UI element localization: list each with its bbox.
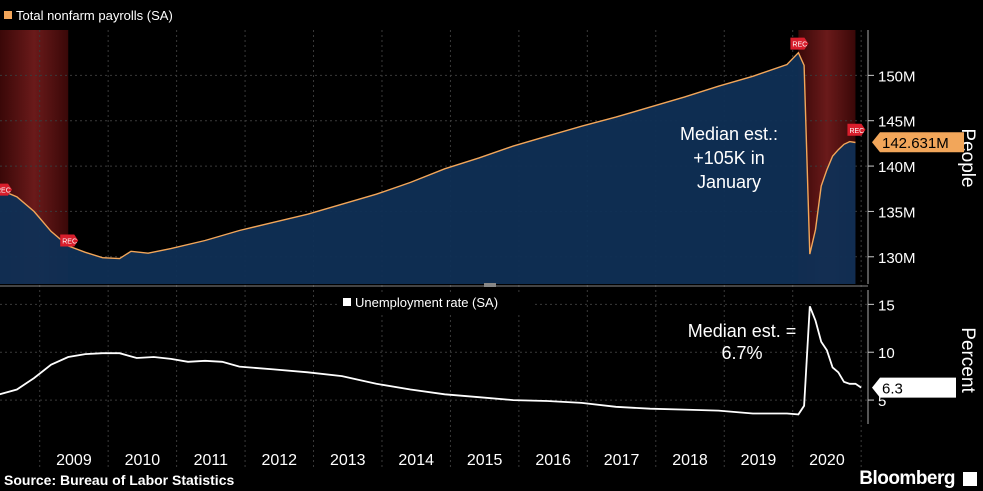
- x-tick-label: 2015: [467, 452, 503, 469]
- x-tick-label: 2010: [125, 452, 161, 469]
- bar-chart-icon: [963, 472, 977, 486]
- bloomberg-logo: Bloomberg: [859, 468, 955, 489]
- y-tick-label: 5: [878, 393, 886, 410]
- x-tick-label: 2018: [672, 452, 708, 469]
- x-tick-label: 2020: [809, 452, 845, 469]
- legend-swatch: [343, 298, 351, 306]
- last-value-badge: [872, 377, 956, 398]
- y-tick-label: 150M: [878, 68, 916, 85]
- legend-label: Total nonfarm payrolls (SA): [16, 8, 173, 23]
- recession-marker-label: REC: [62, 238, 77, 245]
- x-tick-label: 2013: [330, 452, 366, 469]
- legend-swatch: [4, 11, 12, 19]
- last-value-label: 142.631M: [882, 135, 949, 152]
- recession-marker: [60, 234, 79, 247]
- recession-marker-label: REC: [0, 188, 11, 195]
- unemployment-line: [0, 305, 862, 416]
- legend-box: [338, 293, 534, 313]
- x-tick-label: 2019: [741, 452, 777, 469]
- recession-marker: [847, 123, 866, 136]
- y-tick-label: 130M: [878, 250, 916, 267]
- legend-box: [0, 5, 190, 25]
- last-value-badge: [872, 132, 964, 153]
- annotation-text: January: [697, 172, 761, 192]
- x-tick-label: 2011: [194, 452, 229, 469]
- recession-marker-label: REC: [849, 128, 864, 135]
- panel-divider-handle: [484, 283, 496, 287]
- annotation-text: Median est.:: [680, 124, 778, 144]
- annotation-text: Median est. =: [688, 321, 797, 341]
- y-tick-label: 15: [878, 297, 895, 314]
- x-tick-label: 2012: [261, 452, 297, 469]
- annotation-text: +105K in: [693, 148, 765, 168]
- payroll-line: [0, 51, 856, 260]
- y-tick-label: 10: [878, 345, 895, 362]
- annotation-text: 6.7%: [721, 343, 762, 363]
- recession-marker: [0, 183, 12, 196]
- source-note: Source: Bureau of Labor Statistics: [4, 472, 235, 488]
- y-tick-label: 140M: [878, 159, 916, 176]
- x-tick-label: 2009: [56, 452, 92, 469]
- recession-marker-label: REC: [792, 42, 807, 49]
- y-tick-label: 145M: [878, 114, 916, 131]
- x-tick-label: 2016: [535, 452, 571, 469]
- x-tick-label: 2014: [398, 452, 434, 469]
- y-tick-label: 135M: [878, 204, 916, 221]
- y-axis-title-percent: Percent: [957, 327, 978, 393]
- legend-label: Unemployment rate (SA): [355, 295, 498, 310]
- x-tick-label: 2017: [604, 452, 640, 469]
- payroll-area: [0, 52, 856, 284]
- recession-marker: [790, 37, 809, 50]
- last-value-label: 6.3: [882, 381, 903, 398]
